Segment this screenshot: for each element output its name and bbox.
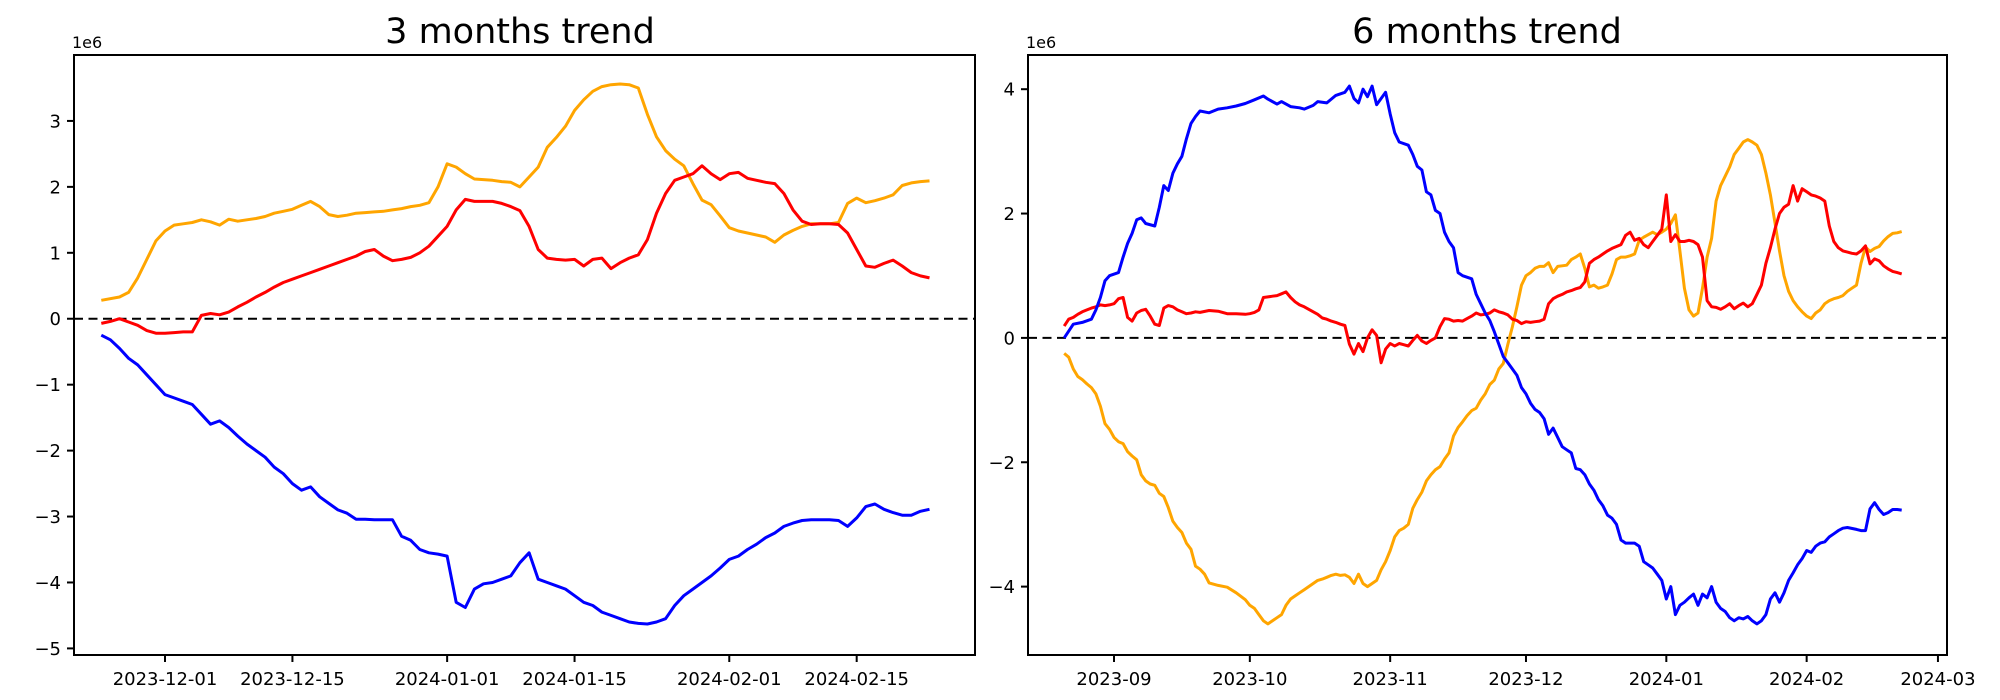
y-tick-label: 2 bbox=[1004, 204, 1015, 225]
y-tick-label: 4 bbox=[1004, 80, 1015, 101]
y-axis-offset-label-6-months: 1e6 bbox=[1026, 33, 1057, 52]
x-tick-label: 2024-01 bbox=[1629, 669, 1704, 690]
y-tick-label: −2 bbox=[34, 441, 61, 462]
y-tick-label: 3 bbox=[50, 111, 61, 132]
y-tick-label: −4 bbox=[34, 573, 61, 594]
y-tick-label: −4 bbox=[988, 577, 1015, 598]
chart-title-6-months: 6 months trend bbox=[1352, 12, 1622, 52]
y-tick-label: −2 bbox=[988, 453, 1015, 474]
y-tick-label: 2 bbox=[50, 177, 61, 198]
y-axis-offset-label-3-months: 1e6 bbox=[72, 33, 103, 52]
axes-spines bbox=[73, 54, 976, 656]
x-tick-label: 2023-12-15 bbox=[240, 669, 345, 690]
chart-title-3-months: 3 months trend bbox=[385, 12, 655, 52]
x-tick-label: 2024-03 bbox=[1900, 669, 1975, 690]
x-tick-label: 2023-12-01 bbox=[113, 669, 218, 690]
y-tick-label: −1 bbox=[34, 375, 61, 396]
y-tick-label: −3 bbox=[34, 507, 61, 528]
chart-3-months: 2023-12-01 2023-12-15 2024-01-01 2024-01-15… bbox=[34, 54, 976, 690]
axes-spines bbox=[1027, 54, 1948, 656]
x-tick-label: 2024-01-01 bbox=[395, 669, 500, 690]
y-tick-label: −5 bbox=[34, 639, 61, 660]
x-tick-label: 2024-02-15 bbox=[804, 669, 909, 690]
orange-trend-line bbox=[101, 82, 930, 302]
y-tick-label: 1 bbox=[50, 243, 61, 264]
orange-trend-line bbox=[1063, 138, 1903, 626]
x-tick-label: 2024-01-15 bbox=[522, 669, 627, 690]
x-tick-label: 2023-11 bbox=[1353, 669, 1428, 690]
blue-trend-line bbox=[100, 333, 930, 626]
red-trend-line bbox=[1062, 184, 1903, 365]
x-tick-label: 2023-10 bbox=[1212, 669, 1287, 690]
y-tick-label: 0 bbox=[1004, 328, 1015, 349]
y-tick-label: 0 bbox=[50, 309, 61, 330]
x-tick-label: 2024-02 bbox=[1769, 669, 1844, 690]
x-tick-label: 2024-02-01 bbox=[677, 669, 782, 690]
blue-trend-line bbox=[1062, 84, 1902, 626]
x-tick-label: 2023-12 bbox=[1488, 669, 1563, 690]
red-trend-line bbox=[100, 164, 930, 335]
x-tick-label: 2023-09 bbox=[1076, 669, 1151, 690]
chart-6-months: 2023-09 2023-10 2023-11 2023-12 2024-01 2024-… bbox=[988, 54, 1976, 690]
